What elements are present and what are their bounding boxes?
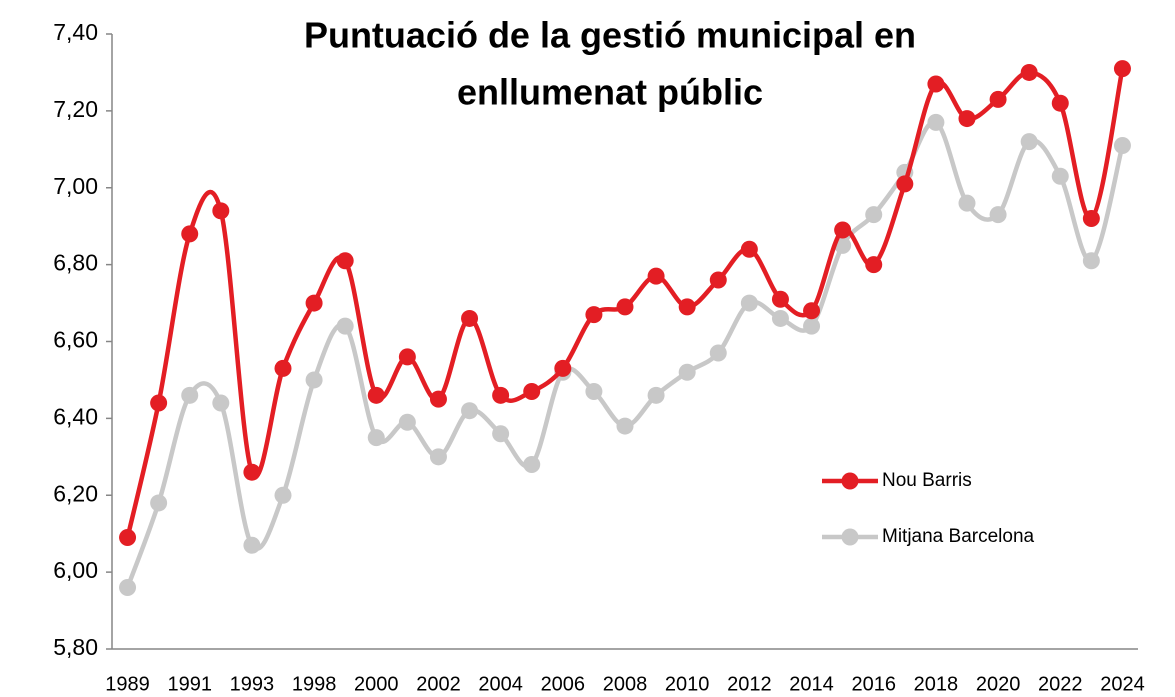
marker xyxy=(554,359,572,377)
marker xyxy=(461,402,479,420)
marker xyxy=(150,494,168,512)
marker xyxy=(989,90,1007,108)
marker xyxy=(616,298,634,316)
x-tick-label: 2024 xyxy=(1100,673,1145,695)
y-tick-label: 6,20 xyxy=(53,480,98,506)
marker xyxy=(305,294,323,312)
marker xyxy=(709,271,727,289)
marker xyxy=(119,529,137,547)
marker xyxy=(958,194,976,212)
legend-label: Nou Barris xyxy=(882,470,972,491)
marker xyxy=(212,202,230,220)
marker xyxy=(398,413,416,431)
marker xyxy=(989,206,1007,224)
y-tick-label: 6,80 xyxy=(53,250,98,276)
legend-marker xyxy=(841,528,859,546)
marker xyxy=(865,256,883,274)
marker xyxy=(1051,94,1069,112)
marker xyxy=(1082,210,1100,227)
marker xyxy=(305,371,323,389)
marker xyxy=(1020,63,1038,81)
marker xyxy=(771,290,789,308)
y-tick-label: 6,00 xyxy=(53,557,98,583)
marker xyxy=(1020,133,1038,151)
marker xyxy=(834,221,852,239)
marker xyxy=(678,298,696,316)
marker xyxy=(181,225,199,243)
marker xyxy=(958,110,976,128)
y-tick-label: 7,20 xyxy=(53,96,98,122)
marker xyxy=(771,309,789,327)
marker xyxy=(212,394,230,412)
x-tick-label: 1991 xyxy=(167,673,212,695)
marker xyxy=(336,317,354,335)
marker xyxy=(647,267,665,285)
series-line xyxy=(125,120,1125,589)
marker xyxy=(367,429,385,447)
x-tick-label: 1989 xyxy=(105,673,150,695)
y-tick-label: 6,60 xyxy=(53,327,98,353)
marker xyxy=(429,448,447,466)
marker xyxy=(181,386,199,404)
marker xyxy=(865,206,883,224)
y-tick-label: 7,00 xyxy=(53,173,98,199)
x-tick-label: 1998 xyxy=(292,673,337,695)
marker xyxy=(336,252,354,270)
marker xyxy=(150,394,168,412)
y-tick-label: 7,40 xyxy=(53,19,98,45)
marker xyxy=(243,463,261,481)
x-tick-label: 2018 xyxy=(914,673,959,695)
marker xyxy=(461,309,479,327)
legend-label: Mitjana Barcelona xyxy=(882,526,1035,547)
marker xyxy=(616,417,634,435)
marker xyxy=(803,302,821,320)
marker xyxy=(492,425,510,443)
marker xyxy=(1051,167,1069,185)
x-tick-label: 2016 xyxy=(851,673,896,695)
marker xyxy=(1113,60,1131,78)
x-tick-label: 2002 xyxy=(416,673,461,695)
marker xyxy=(927,113,945,131)
marker xyxy=(523,456,541,473)
marker xyxy=(740,240,758,258)
y-tick-label: 6,40 xyxy=(53,403,98,429)
marker xyxy=(647,386,665,404)
marker xyxy=(523,382,541,400)
marker xyxy=(927,75,945,93)
y-tick-label: 5,80 xyxy=(53,634,98,660)
marker xyxy=(429,390,447,408)
x-tick-label: 2010 xyxy=(665,673,710,695)
marker xyxy=(367,386,385,404)
marker xyxy=(119,579,137,596)
marker xyxy=(274,486,292,504)
marker xyxy=(1113,136,1131,154)
x-tick-label: 1993 xyxy=(230,673,275,695)
x-tick-label: 2014 xyxy=(789,673,834,695)
x-tick-label: 2008 xyxy=(603,673,648,695)
marker xyxy=(585,306,603,324)
x-tick-label: 2022 xyxy=(1038,673,1083,695)
marker xyxy=(243,536,261,554)
marker xyxy=(585,382,603,400)
marker xyxy=(803,317,821,335)
x-tick-label: 2012 xyxy=(727,673,772,695)
x-tick-label: 2006 xyxy=(541,673,586,695)
x-tick-label: 2000 xyxy=(354,673,399,695)
marker xyxy=(896,175,914,193)
marker xyxy=(274,359,292,377)
marker xyxy=(398,348,416,366)
legend-marker xyxy=(841,472,859,490)
marker xyxy=(740,294,758,312)
x-tick-label: 2020 xyxy=(976,673,1021,695)
marker xyxy=(1082,252,1100,270)
chart-title: enllumenat públic xyxy=(457,72,763,113)
marker xyxy=(678,363,696,381)
marker xyxy=(492,386,510,404)
x-tick-label: 2004 xyxy=(478,673,523,695)
chart-title: Puntuació de la gestió municipal en xyxy=(304,15,916,56)
marker xyxy=(709,344,727,362)
